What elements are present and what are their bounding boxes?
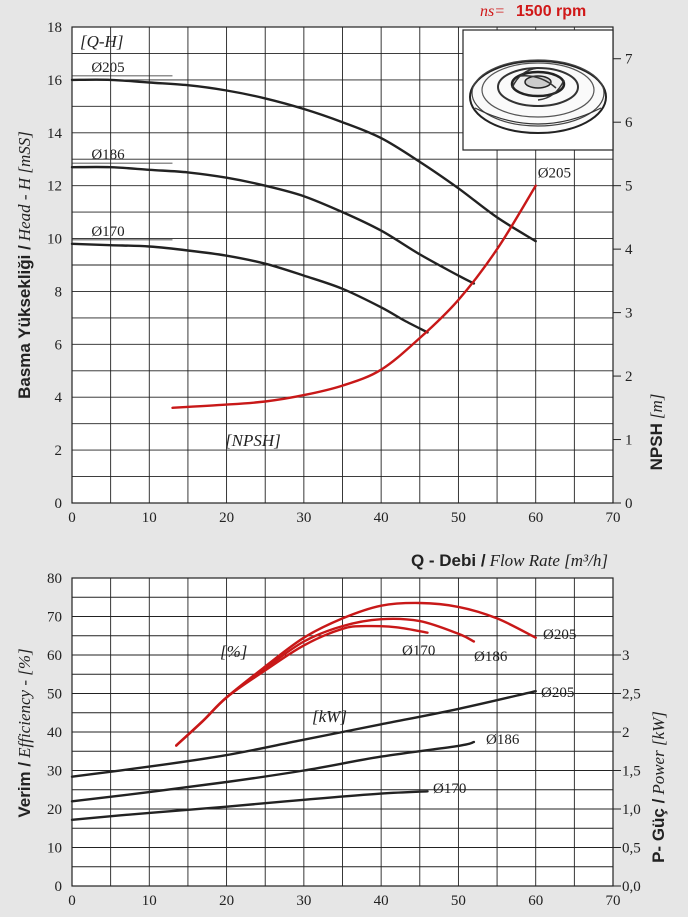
- series-label: Ø205: [91, 60, 124, 76]
- efficiency-curve-label: [%]: [220, 642, 247, 661]
- x-tick-label: 30: [296, 893, 311, 909]
- y-tick-label: 10: [47, 232, 62, 248]
- ns-label: ns=: [480, 3, 505, 20]
- series-label: Ø170: [91, 224, 124, 240]
- y-tick-label: 0: [55, 496, 63, 512]
- series-label: Ø186: [486, 732, 520, 748]
- y-tick-label: 30: [47, 764, 62, 780]
- x-tick-label: 10: [142, 893, 157, 909]
- y2-tick-label: 6: [625, 115, 633, 131]
- x-tick-label: 50: [451, 510, 466, 526]
- y-tick-label: 2: [55, 443, 63, 459]
- y2-tick-label: 2: [625, 369, 633, 385]
- y2-tick-label: 0,5: [622, 841, 641, 857]
- y-tick-label: 12: [47, 179, 62, 195]
- power-y-axis-label: P- Güç /Power [kW]: [649, 711, 668, 863]
- x-tick-label: 0: [68, 510, 76, 526]
- x-tick-label: 60: [528, 510, 543, 526]
- x-tick-label: 10: [142, 510, 157, 526]
- x-tick-label: 70: [606, 893, 621, 909]
- y2-tick-label: 3: [622, 648, 630, 664]
- series-line-Ø205-3: [171, 184, 537, 409]
- head-grid: [71, 26, 614, 504]
- y-tick-label: 14: [47, 126, 63, 142]
- y2-tick-label: 2: [622, 725, 630, 741]
- series-label: Ø186: [474, 649, 508, 665]
- y2-tick-label: 1: [625, 433, 633, 449]
- efficiency-power-chart: 0 10 20 30 40 50 60 70 0 10 20 30 40 50 60 70 80 0,0 0,5 1,…: [47, 571, 641, 909]
- series-line-Ø205-0: [70, 78, 537, 243]
- efficiency-ticks: 0 10 20 30 40 50 60 70 0 10 20 30 40 50 60 70 80 0,0 0,5 1,…: [47, 571, 641, 909]
- series-label: Ø205: [541, 685, 574, 701]
- y2-tick-label: 0: [625, 496, 633, 512]
- series-line-power-5: [70, 790, 429, 821]
- y-tick-label: 16: [47, 73, 63, 89]
- x-tick-label: 20: [219, 893, 234, 909]
- y-tick-label: 18: [47, 20, 62, 36]
- npsh-curve-label: [NPSH]: [225, 431, 281, 450]
- y-tick-label: 20: [47, 802, 62, 818]
- x-axis-label: Q - Debi / Flow Rate [m³/h]: [411, 551, 608, 570]
- head-series: Ø205 Ø186 Ø170 Ø205: [70, 60, 571, 409]
- series-label: Ø205: [538, 166, 571, 182]
- x-tick-label: 50: [451, 893, 466, 909]
- y-tick-label: 40: [47, 725, 62, 741]
- x-tick-label: 20: [219, 510, 234, 526]
- y2-tick-label: 1,0: [622, 802, 641, 818]
- qh-label: [Q-H]: [80, 32, 123, 51]
- y-tick-label: 4: [55, 390, 63, 406]
- series-label: Ø170: [433, 781, 466, 797]
- y2-tick-label: 3: [625, 306, 633, 322]
- y-tick-label: 8: [55, 284, 63, 300]
- y-tick-label: 6: [55, 337, 63, 353]
- speed-value: 1500 rpm: [516, 3, 586, 20]
- head-y-axis-label: Basma Yüksekliği /Head - H [mSS]: [15, 131, 34, 399]
- y-tick-label: 10: [47, 841, 62, 857]
- y2-tick-label: 7: [625, 52, 633, 68]
- x-tick-label: 40: [374, 893, 389, 909]
- power-curve-label: [kW]: [312, 707, 347, 726]
- x-tick-label: 30: [296, 510, 311, 526]
- y-tick-label: 70: [47, 610, 62, 626]
- series-line-power-4: [70, 740, 476, 803]
- y2-tick-label: 4: [625, 242, 633, 258]
- impeller-image: [462, 29, 614, 151]
- y-tick-label: 80: [47, 571, 62, 587]
- series-label: Ø170: [402, 643, 435, 659]
- series-line-power-3: [70, 690, 537, 778]
- series-label: Ø205: [543, 627, 576, 643]
- efficiency-grid: [71, 577, 614, 887]
- x-tick-label: 40: [374, 510, 389, 526]
- series-line-Ø170-2: [70, 242, 429, 334]
- series-label: Ø186: [91, 147, 125, 163]
- y-tick-label: 60: [47, 648, 62, 664]
- y2-tick-label: 0,0: [622, 879, 641, 895]
- y-tick-label: 0: [55, 879, 63, 895]
- efficiency-series: Ø205 Ø186 Ø170 Ø205 Ø186 Ø170: [70, 601, 576, 821]
- y-tick-label: 50: [47, 687, 62, 703]
- series-line-efficiency-2: [175, 624, 429, 747]
- series-line-Ø186-1: [70, 165, 476, 285]
- efficiency-y-axis-label: Verim /Efficiency - [%]: [15, 648, 34, 817]
- x-tick-label: 70: [606, 510, 621, 526]
- y2-tick-label: 1,5: [622, 764, 641, 780]
- y2-tick-label: 5: [625, 179, 633, 195]
- npsh-y-axis-label: NPSH[m]: [647, 394, 666, 471]
- x-tick-label: 60: [528, 893, 543, 909]
- y2-tick-label: 2,5: [622, 687, 641, 703]
- x-tick-label: 0: [68, 893, 76, 909]
